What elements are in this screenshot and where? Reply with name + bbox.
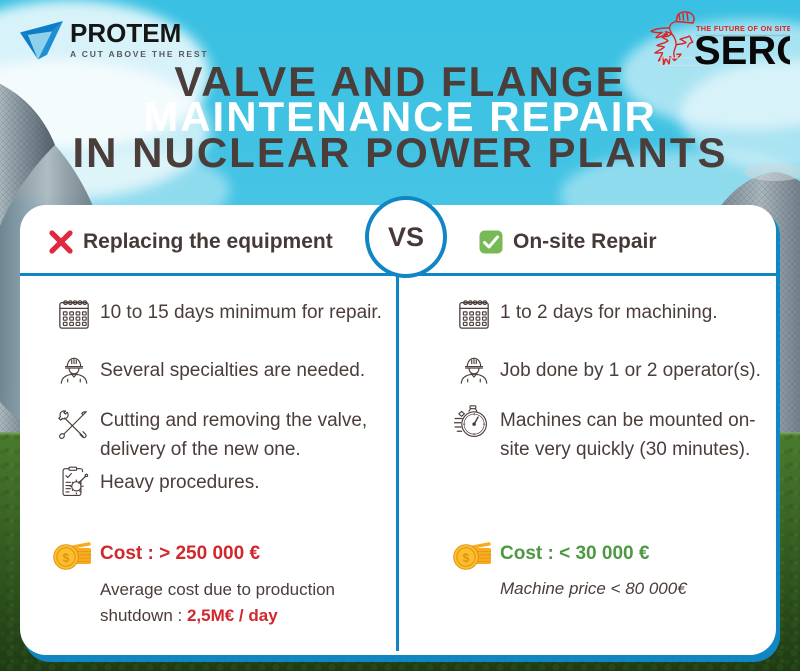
svg-text:$: $ [63, 551, 70, 565]
svg-text:$: $ [463, 551, 470, 565]
